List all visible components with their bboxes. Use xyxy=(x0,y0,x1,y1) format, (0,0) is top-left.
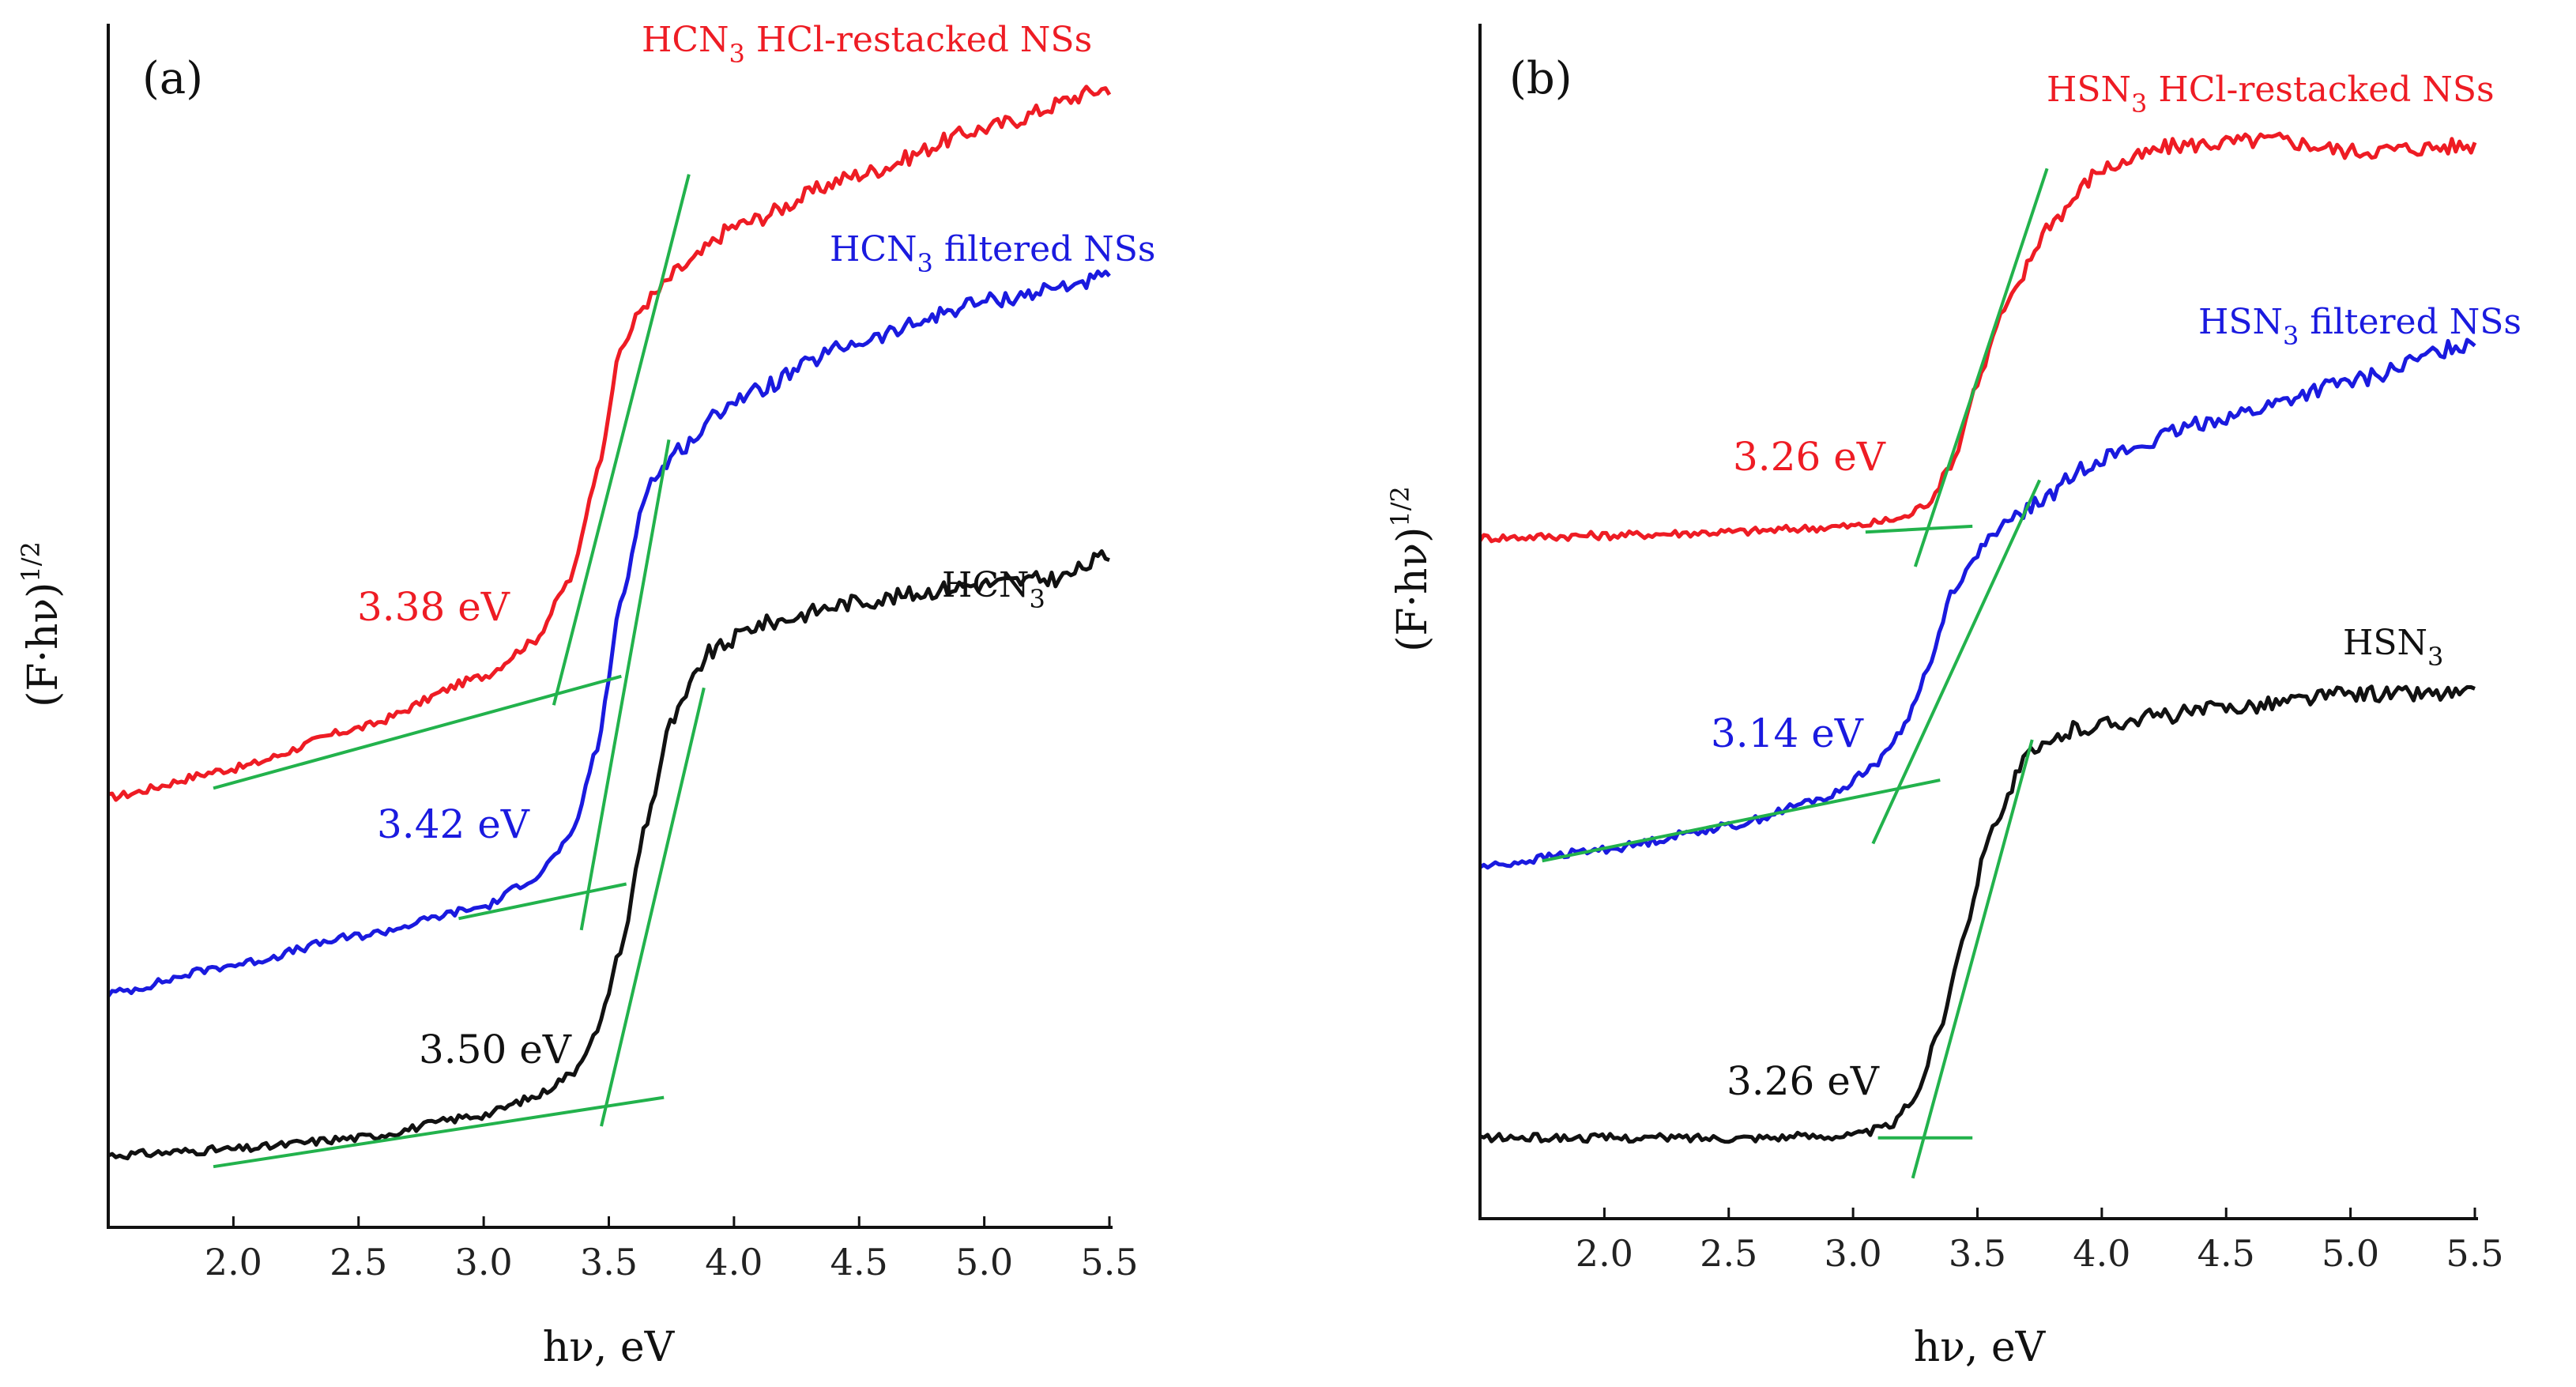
panel-b-series-label-blue: HSN3 filtered NSs xyxy=(2198,302,2521,351)
panel-a-series-label-black: HCN3 xyxy=(942,565,1045,614)
panel-b-bandgap-blue: 3.14 eV xyxy=(1711,710,1864,756)
panel-a-tangent-line xyxy=(213,674,622,790)
panel-b-x-tick-label: 4.5 xyxy=(2198,1232,2255,1275)
panel-a-x-tick-label: 2.5 xyxy=(330,1241,387,1283)
panel-a-bandgap-black: 3.50 eV xyxy=(419,1027,572,1072)
panel-a-series-label-blue: HCN3 filtered NSs xyxy=(830,229,1155,278)
panel-a-plot-lines xyxy=(106,85,1112,1169)
panel-b-series-label-red: HSN3 HCl-restacked NSs xyxy=(2047,70,2495,119)
panel-a-y-axis-label: (F·hν)1/2 xyxy=(16,541,67,707)
panel-b-x-tick-label: 2.0 xyxy=(1576,1232,1633,1275)
panel-b-series-line-blue xyxy=(1478,337,2476,870)
panel-a-tangent-line xyxy=(579,439,671,931)
panel-a-x-tick-label: 4.5 xyxy=(830,1241,888,1283)
panel-a-x-tick-label: 2.0 xyxy=(205,1241,262,1283)
panel-b-x-tick-label: 3.5 xyxy=(1949,1232,2006,1275)
panel-b-tangent-line xyxy=(1865,524,1973,534)
panel-a-x-tick-label: 3.5 xyxy=(580,1241,638,1283)
panel-b-y-axis-label: (F·hν)1/2 xyxy=(1385,486,1437,652)
panel-a-series-line-black xyxy=(107,549,1110,1161)
panel-b-y-axis-label-main: (F·hν) xyxy=(1389,527,1437,652)
panel-b-ticks: 2.0 2.5 3.0 3.5 4.0 4.5 5.0 5.5 xyxy=(1576,1208,2504,1275)
panel-b-tangent-line xyxy=(1913,168,2049,567)
panel-b-tangent-line xyxy=(1911,739,2034,1179)
panel-a-tangent-line xyxy=(552,174,691,706)
panel-b-series-line-black xyxy=(1479,684,2476,1144)
panel-a-series-line-red xyxy=(107,85,1112,802)
panel-b-x-tick-label: 3.0 xyxy=(1825,1232,1882,1275)
panel-b-x-tick-label: 2.5 xyxy=(1700,1232,1757,1275)
panel-a-x-tick-label: 4.0 xyxy=(705,1241,763,1283)
panel-a-x-tick-label: 5.0 xyxy=(955,1241,1013,1283)
panel-a-x-tick-label: 5.5 xyxy=(1080,1241,1138,1283)
panel-b-plot-lines xyxy=(1478,131,2477,1179)
panel-b-bandgap-red: 3.26 eV xyxy=(1733,434,1886,480)
panel-a-bandgap-blue: 3.42 eV xyxy=(377,801,530,847)
panel-a-x-tick-label: 3.0 xyxy=(455,1241,513,1283)
panel-a-tangent-line xyxy=(600,687,706,1127)
panel-a: 2.0 2.5 3.0 3.5 4.0 4.5 5.0 5.5 (a) hν, eV (F·h… xyxy=(16,20,1155,1371)
panel-a-series-label-red: HCN3 HCl-restacked NSs xyxy=(642,20,1092,69)
panel-b-tangent-line xyxy=(1871,479,2042,845)
panel-b-y-axis-label-exp: 1/2 xyxy=(1385,486,1415,527)
panel-a-ticks: 2.0 2.5 3.0 3.5 4.0 4.5 5.0 5.5 xyxy=(205,1216,1139,1283)
panel-a-label: (a) xyxy=(142,53,203,104)
panel-b-tangent-line xyxy=(1542,778,1941,863)
panel-a-x-axis-label: hν, eV xyxy=(543,1324,676,1371)
panel-b-x-axis-label: hν, eV xyxy=(1914,1324,2047,1371)
panel-b-bandgap-black: 3.26 eV xyxy=(1727,1058,1880,1104)
panel-b: 2.0 2.5 3.0 3.5 4.0 4.5 5.0 5.5 (b) hν, eV (F·h… xyxy=(1385,24,2521,1371)
panel-b-x-tick-label: 5.0 xyxy=(2322,1232,2379,1275)
panel-a-tangent-line xyxy=(213,1095,665,1169)
panel-b-x-tick-label: 4.0 xyxy=(2073,1232,2130,1275)
panel-a-y-axis-label-main: (F·hν) xyxy=(20,582,67,707)
panel-b-series-label-black: HSN3 xyxy=(2343,623,2443,672)
panel-b-label: (b) xyxy=(1509,53,1572,104)
panel-b-series-line-red xyxy=(1478,131,2477,544)
panel-a-bandgap-red: 3.38 eV xyxy=(357,584,510,630)
panel-b-x-tick-label: 5.5 xyxy=(2446,1232,2503,1275)
panel-a-tangent-line xyxy=(458,882,627,921)
panel-a-y-axis-label-exp: 1/2 xyxy=(16,541,46,582)
